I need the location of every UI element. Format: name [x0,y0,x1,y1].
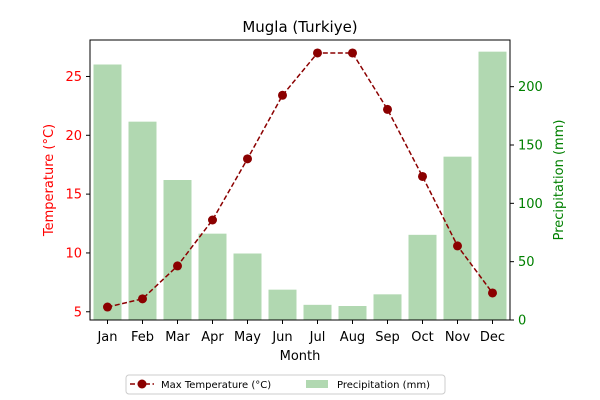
x-tick-label: Jan [96,330,117,345]
x-axis-title: Month [280,349,321,364]
precipitation-bar-mar [163,180,192,320]
legend-marker-swatch [137,379,147,389]
y-right-tick-label: 150 [518,139,543,154]
x-tick-label: Apr [201,330,224,345]
x-tick-label: Jun [271,330,292,345]
legend-label-precipitation: Precipitation (mm) [337,380,430,391]
precipitation-bar-may [233,253,262,320]
precipitation-bar-jan [93,64,122,320]
precipitation-bars [93,51,507,321]
temperature-point-mar [173,261,182,271]
x-tick-label: Feb [131,330,154,345]
x-tick-label: Jul [309,330,326,345]
y-left-tick-label: 15 [65,188,82,203]
x-tick-label: Aug [340,330,365,345]
temperature-point-jan [103,302,112,312]
y-left-tick-label: 20 [65,129,82,144]
precipitation-bar-jun [268,289,297,320]
x-axis: Jan Feb Mar Apr May Jun Jul Aug Sep Oct Nov Dec [96,320,505,345]
x-tick-label: Oct [411,330,433,345]
y-right-tick-label: 0 [518,314,526,329]
temperature-point-sep [383,104,392,114]
precipitation-bar-oct [408,234,437,320]
y-right-tick-label: 50 [518,255,535,270]
y-axis-left: 5 10 15 20 25 [65,70,90,320]
x-tick-label: May [234,330,261,345]
precipitation-bar-feb [128,121,157,321]
precipitation-bar-aug [338,306,367,320]
y-right-tick-label: 200 [518,80,543,95]
temperature-point-may [243,154,252,164]
y-right-tick-label: 100 [518,197,543,212]
precipitation-bar-jul [303,304,332,320]
precipitation-bar-dec [478,51,507,321]
legend-bar-swatch [306,380,328,388]
temperature-line-series [103,48,497,312]
temperature-point-dec [488,288,497,298]
temperature-point-feb [138,294,147,304]
precipitation-bar-apr [198,233,227,320]
temperature-point-aug [348,48,357,58]
y-left-tick-label: 25 [65,70,82,85]
plot-frame [89,39,511,321]
precipitation-bar-nov [443,156,472,320]
temperature-point-nov [453,241,462,251]
chart-title: Mugla (Turkiye) [242,18,357,36]
temperature-point-jul [313,48,322,58]
y-left-tick-label: 10 [65,246,82,261]
temperature-point-apr [208,215,217,225]
temperature-point-jun [278,90,287,100]
x-tick-label: Nov [445,330,471,345]
y-axis-right: 0 50 100 150 200 [510,80,543,329]
temperature-line [107,52,494,308]
y-left-tick-label: 5 [74,305,82,320]
legend-label-temperature: Max Temperature (°C) [161,380,271,391]
temperature-point-oct [418,171,427,181]
y-axis-left-title: Temperature (°C) [42,124,57,237]
legend-frame [125,374,446,395]
legend: Max Temperature (°C) Precipitation (mm) [125,374,446,395]
y-axis-right-title: Precipitation (mm) [552,120,567,241]
precipitation-bar-sep [373,294,402,320]
x-tick-label: Mar [165,330,190,345]
x-tick-label: Dec [480,330,505,345]
x-tick-label: Sep [375,330,400,345]
